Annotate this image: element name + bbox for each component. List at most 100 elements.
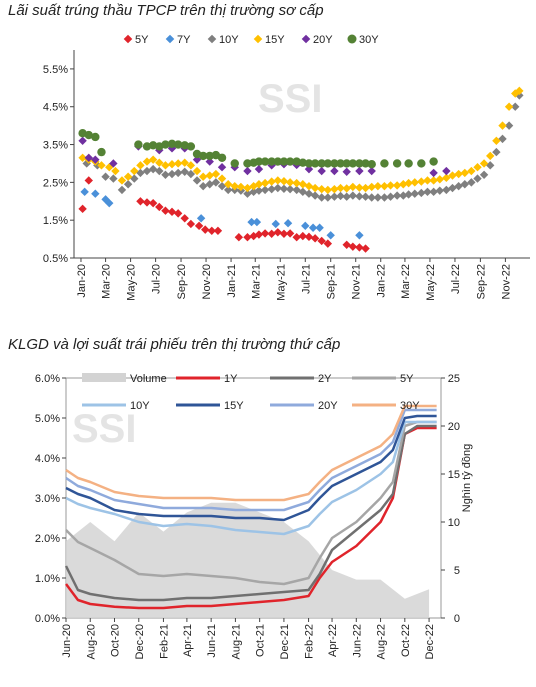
x-tick-label: Dec-22 [424,624,436,659]
point-30Y [348,159,358,168]
point-5Y [136,197,145,206]
point-15Y [223,180,233,189]
y-right-tick-label: 5 [454,565,460,577]
series-15Y [78,86,524,195]
chart1-title: Lãi suất trúng thầu TPCP trên thị trường… [8,2,324,19]
point-10Y [310,191,320,200]
point-5Y [155,202,164,212]
legend-label-15Y: 15Y [265,34,285,46]
point-30Y [323,159,333,168]
point-15Y [348,182,358,192]
point-15Y [423,176,432,185]
point-10Y [498,134,507,144]
point-15Y [111,166,120,176]
point-10Y [217,181,227,191]
point-10Y [467,178,476,187]
point-15Y [97,161,106,170]
watermark: SSI [72,407,136,451]
point-15Y [479,159,489,168]
point-20Y [317,166,326,176]
point-5Y [180,214,189,223]
point-10Y [479,170,489,179]
point-10Y [373,193,383,202]
point-5Y [84,176,93,185]
x-tick-label: Dec-21 [279,624,291,659]
series-5Y [65,420,437,586]
point-10Y [167,169,177,179]
y-left-tick-label: 1.0% [35,573,60,585]
point-10Y [386,192,395,201]
point-10Y [380,193,389,202]
point-5Y [142,198,152,207]
point-10Y [142,166,152,176]
point-30Y [304,159,314,168]
y-left-tick-label: 0.0% [35,613,60,625]
point-30Y [310,159,320,168]
point-20Y [342,167,351,176]
point-10Y [136,168,145,178]
x-tick-label: Apr-22 [327,624,339,657]
point-15Y [161,161,170,170]
point-10Y [123,180,133,189]
point-10Y [417,188,426,198]
point-10Y [186,169,196,179]
point-5Y [254,230,264,239]
point-30Y [336,159,345,168]
point-15Y [180,158,189,167]
x-tick-label: Sep-21 [326,264,338,299]
point-10Y [101,172,110,181]
point-10Y [410,189,419,198]
point-5Y [273,228,283,237]
point-5Y [285,229,295,238]
point-30Y [134,140,143,149]
point-10Y [504,121,514,130]
point-20Y [254,164,264,174]
point-15Y [386,181,395,190]
point-10Y [454,181,463,191]
x-tick-label: Aug-21 [230,624,242,659]
point-20Y [91,155,100,164]
series-15Y [65,414,437,522]
point-15Y [155,158,164,167]
point-15Y [342,184,351,193]
point-30Y [330,159,339,168]
point-7Y [196,214,206,223]
point-30Y [167,139,177,148]
x-tick-label: Jan-22 [376,264,388,298]
point-30Y [317,159,326,168]
y-tick-label: 3.5% [43,140,68,152]
point-15Y [230,181,239,191]
point-15Y [473,163,482,172]
x-tick-label: Jan-21 [226,264,238,298]
point-15Y [410,178,419,187]
point-30Y [217,153,227,162]
point-30Y [273,157,283,166]
point-15Y [504,102,514,111]
x-tick-label: Jan-20 [76,264,88,298]
point-7Y [301,221,310,231]
point-15Y [254,180,264,189]
point-5Y [186,219,196,229]
series-7Y [80,187,364,240]
point-15Y [467,166,476,176]
x-tick-label: Apr-21 [182,624,194,657]
x-tick-label: Jun-21 [206,624,218,658]
x-tick-label: Sep-20 [176,264,188,299]
legend-marker-30Y [347,34,357,44]
x-tick-label: Jun-20 [61,624,73,658]
point-5Y [161,206,170,215]
point-15Y [404,178,413,188]
x-tick-label: Jul-22 [450,264,462,294]
point-10Y [180,167,189,176]
point-5Y [348,242,358,251]
point-30Y [230,159,239,168]
point-30Y [186,142,196,151]
point-10Y [211,178,221,187]
point-15Y [323,185,333,195]
point-30Y [260,157,270,166]
point-10Y [392,191,402,200]
point-20Y [442,166,451,176]
point-10Y [355,192,364,201]
point-10Y [323,193,333,202]
point-10Y [254,186,264,195]
